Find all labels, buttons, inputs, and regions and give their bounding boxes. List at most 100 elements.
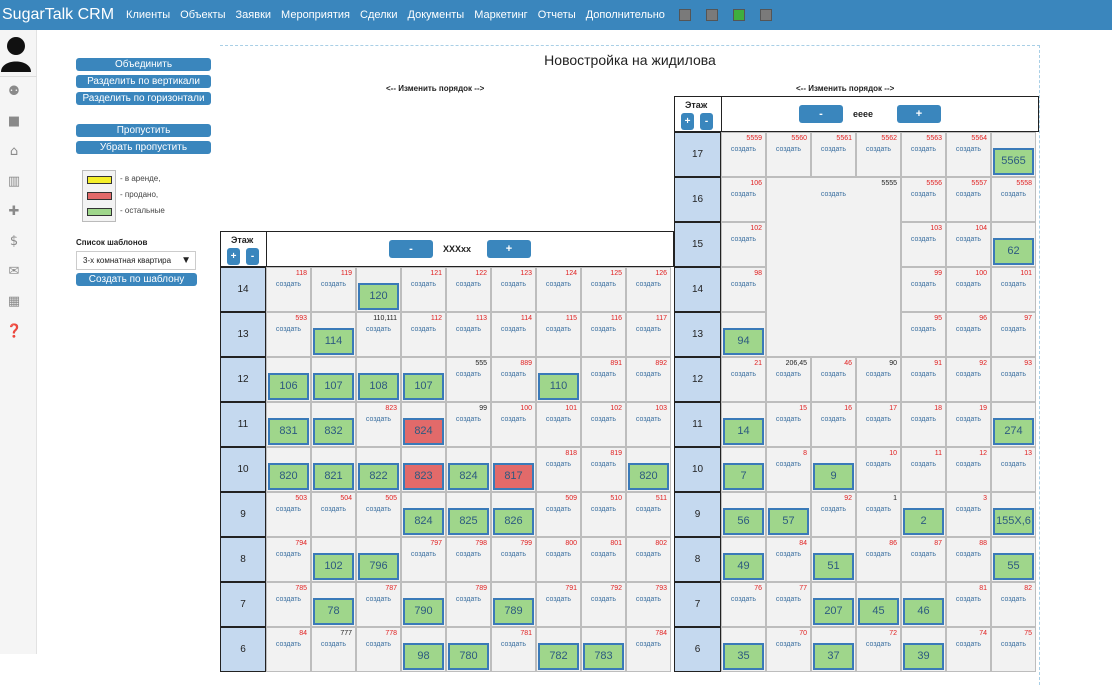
apartment-cell[interactable]: 274 [991, 402, 1036, 447]
create-apartment-link[interactable]: создать [910, 551, 937, 558]
apartment-cell[interactable]: 96 создать [946, 312, 991, 357]
create-apartment-link[interactable]: создать [910, 326, 937, 333]
create-apartment-link[interactable]: создать [865, 551, 892, 558]
apartment-block[interactable]: 78 [313, 598, 354, 625]
apartment-cell[interactable]: 800 создать [536, 537, 581, 582]
create-apartment-link[interactable]: создать [1000, 641, 1027, 648]
create-apartment-link[interactable]: создать [1000, 191, 1027, 198]
remove-column-button[interactable]: - [389, 240, 433, 258]
apartment-block[interactable]: 783 [583, 643, 624, 670]
apartment-cell[interactable]: 824 [401, 402, 446, 447]
apartment-block[interactable]: 46 [903, 598, 944, 625]
apartment-cell[interactable]: 107 [311, 357, 356, 402]
nav-item[interactable]: Маркетинг [474, 9, 528, 21]
apartment-block[interactable]: 817 [493, 463, 534, 490]
create-apartment-link[interactable]: создать [365, 596, 392, 603]
create-apartment-link[interactable]: создать [500, 371, 527, 378]
apartment-block[interactable]: 821 [313, 463, 354, 490]
apartment-block[interactable]: 824 [403, 508, 444, 535]
create-apartment-link[interactable]: создать [910, 146, 937, 153]
create-apartment-link[interactable]: создать [275, 326, 302, 333]
apartment-cell[interactable]: 5557 создать [946, 177, 991, 222]
apartment-block[interactable]: 102 [313, 553, 354, 580]
apartment-cell[interactable]: 21 создать [721, 357, 766, 402]
apartment-cell[interactable]: 17 создать [856, 402, 901, 447]
apartment-block[interactable]: 39 [903, 643, 944, 670]
create-apartment-link[interactable]: создать [865, 416, 892, 423]
apartment-cell[interactable]: 8 создать [766, 447, 811, 492]
remove-floor-button[interactable]: - [700, 113, 713, 130]
create-apartment-link[interactable]: создать [910, 416, 937, 423]
apartment-cell[interactable]: 94 [721, 312, 766, 357]
apartment-cell[interactable]: 790 [401, 582, 446, 627]
create-apartment-link[interactable]: создать [730, 146, 757, 153]
apartment-cell[interactable]: 817 [491, 447, 536, 492]
create-apartment-link[interactable]: создать [820, 416, 847, 423]
apartment-cell[interactable]: 99 создать [901, 267, 946, 312]
apartment-cell[interactable]: 74 создать [946, 627, 991, 672]
create-apartment-link[interactable]: создать [455, 551, 482, 558]
apartment-cell[interactable]: 801 создать [581, 537, 626, 582]
create-apartment-link[interactable]: создать [590, 551, 617, 558]
apartment-cell[interactable]: 831 [266, 402, 311, 447]
apartment-cell[interactable]: 103 создать [626, 402, 671, 447]
apartment-cell[interactable]: 820 [266, 447, 311, 492]
apartment-cell[interactable]: 206,45 создать [766, 357, 811, 402]
apartment-cell[interactable]: 3 создать [946, 492, 991, 537]
create-apartment-link[interactable]: создать [730, 596, 757, 603]
create-apartment-link[interactable]: создать [275, 596, 302, 603]
create-apartment-link[interactable]: создать [635, 551, 662, 558]
brand-logo[interactable]: SugarTalk CRM [2, 6, 115, 23]
apartment-block[interactable]: 51 [813, 553, 854, 580]
envelope-icon[interactable]: ✉ [8, 264, 20, 279]
apartment-cell[interactable]: 784 создать [626, 627, 671, 672]
apartment-block[interactable]: 107 [313, 373, 354, 400]
nav-item[interactable]: Объекты [180, 9, 226, 21]
apartment-cell[interactable]: 122 создать [446, 267, 491, 312]
create-apartment-link[interactable]: создать [635, 326, 662, 333]
apartment-block[interactable]: 820 [268, 463, 309, 490]
apartment-cell[interactable]: 782 [536, 627, 581, 672]
apartment-cell[interactable]: 107 [401, 357, 446, 402]
apartment-cell[interactable]: 72 создать [856, 627, 901, 672]
apartment-cell[interactable]: 796 [356, 537, 401, 582]
apartment-block[interactable]: 825 [448, 508, 489, 535]
apartment-cell[interactable]: 98 создать [721, 267, 766, 312]
apartment-cell[interactable]: 81 создать [946, 582, 991, 627]
apartment-cell[interactable]: 119 создать [311, 267, 356, 312]
create-apartment-link[interactable]: создать [955, 191, 982, 198]
apartment-cell[interactable]: 90 создать [856, 357, 901, 402]
apartment-block[interactable]: 57 [768, 508, 809, 535]
apartment-cell[interactable]: 891 создать [581, 357, 626, 402]
create-apartment-link[interactable]: создать [635, 281, 662, 288]
create-apartment-link[interactable]: создать [545, 416, 572, 423]
apartment-cell[interactable]: 889 создать [491, 357, 536, 402]
building-icon[interactable]: ▥ [7, 174, 21, 189]
apartment-cell[interactable]: 791 создать [536, 582, 581, 627]
apartment-cell[interactable]: 45 [856, 582, 901, 627]
apartment-cell[interactable]: 102 [311, 537, 356, 582]
create-apartment-link[interactable]: создать [775, 461, 802, 468]
remove-floor-button[interactable]: - [246, 248, 259, 265]
apartment-cell[interactable]: 820 [626, 447, 671, 492]
create-apartment-link[interactable]: создать [1000, 596, 1027, 603]
skip-button[interactable]: Пропустить [76, 124, 211, 137]
apartment-cell[interactable]: 102 создать [721, 222, 766, 267]
create-apartment-link[interactable]: создать [500, 641, 527, 648]
nav-item[interactable]: Заявки [235, 9, 272, 21]
create-apartment-link[interactable]: создать [955, 146, 982, 153]
create-apartment-link[interactable]: создать [730, 191, 757, 198]
apartment-block[interactable]: 155X,6 [993, 508, 1034, 535]
create-apartment-link[interactable]: создать [635, 416, 662, 423]
create-apartment-link[interactable]: создать [545, 596, 572, 603]
nav-item[interactable]: Дополнительно [585, 9, 665, 21]
create-apartment-link[interactable]: создать [955, 326, 982, 333]
apartment-block[interactable]: 49 [723, 553, 764, 580]
nav-item[interactable]: Документы [407, 9, 465, 21]
create-apartment-link[interactable]: создать [910, 191, 937, 198]
apartment-cell[interactable]: 823 создать [356, 402, 401, 447]
create-apartment-link[interactable]: создать [275, 551, 302, 558]
apartment-cell[interactable]: 78 [311, 582, 356, 627]
apartment-block[interactable]: 35 [723, 643, 764, 670]
apartment-cell[interactable]: 102 создать [581, 402, 626, 447]
